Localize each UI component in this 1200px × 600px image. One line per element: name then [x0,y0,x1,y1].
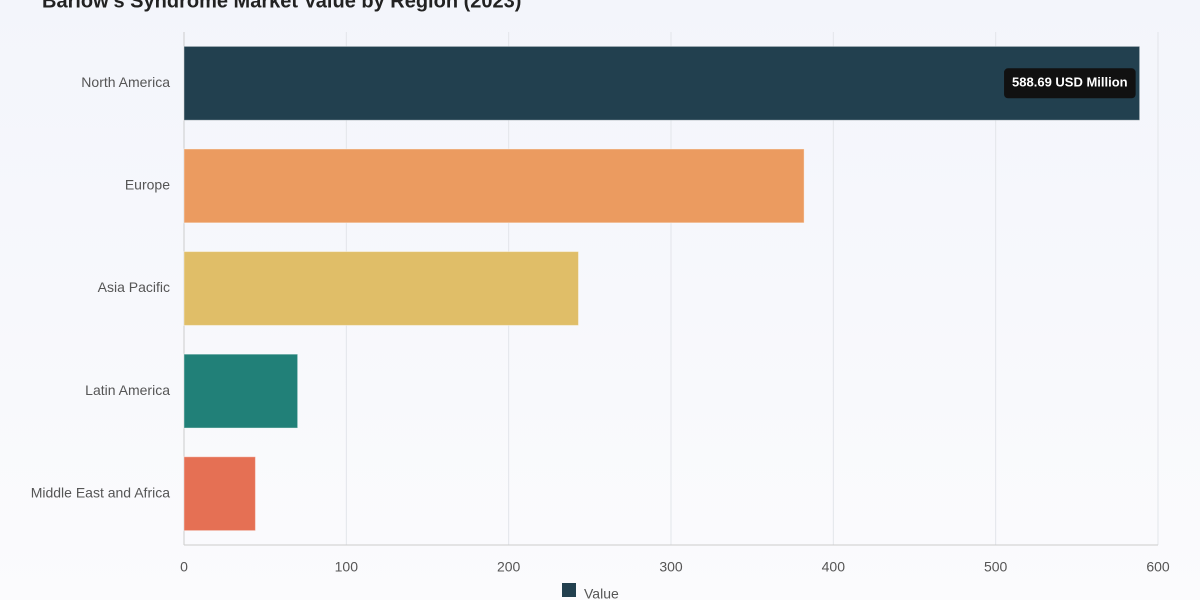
y-tick-label: Asia Pacific [98,279,170,295]
bar [183,251,579,326]
bar [183,148,805,224]
bar [183,45,1141,121]
x-tick-label: 0 [180,559,188,575]
y-tick-label: Middle East and Africa [31,484,171,500]
bar [183,456,256,532]
chart-title: Barlow’s Syndrome Market Value by Region… [42,0,521,12]
value-label-box [1004,68,1136,99]
bar [183,353,299,429]
y-tick-label: North America [81,74,170,90]
x-tick-label: 500 [984,559,1008,575]
x-tick-label: 300 [659,559,683,575]
x-tick-label: 400 [822,559,846,575]
x-tick-label: 600 [1146,559,1170,575]
x-tick-label: 100 [335,559,359,575]
x-tick-label: 200 [497,559,521,575]
legend-swatch [562,583,576,597]
value-label: 588.69 USD Million [1012,75,1128,90]
legend-label: Value [584,586,619,600]
y-tick-label: Europe [125,177,170,193]
y-tick-label: Latin America [85,382,170,398]
